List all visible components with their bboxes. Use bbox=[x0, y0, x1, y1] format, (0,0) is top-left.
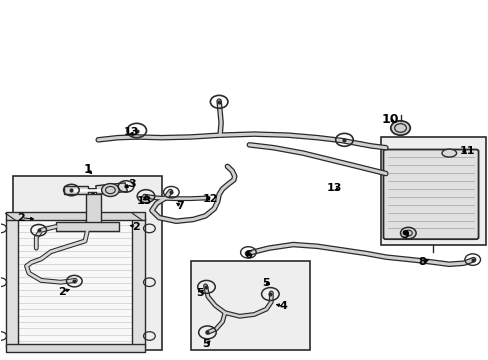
Bar bbox=[5, 218, 18, 347]
Text: 13: 13 bbox=[326, 183, 342, 193]
Text: 7: 7 bbox=[176, 201, 183, 211]
Text: 2: 2 bbox=[17, 213, 25, 222]
Ellipse shape bbox=[441, 149, 456, 157]
Bar bbox=[15, 218, 135, 347]
Circle shape bbox=[102, 184, 119, 197]
Polygon shape bbox=[56, 222, 119, 231]
Text: 13: 13 bbox=[123, 127, 139, 136]
Text: 13: 13 bbox=[137, 196, 152, 206]
Text: 5: 5 bbox=[195, 288, 203, 298]
Text: 3: 3 bbox=[128, 179, 136, 189]
Bar bbox=[380, 137, 485, 244]
Text: 8: 8 bbox=[418, 257, 426, 267]
Text: 6: 6 bbox=[244, 249, 252, 260]
Text: 2: 2 bbox=[58, 287, 66, 297]
Text: 2: 2 bbox=[132, 222, 140, 231]
Text: 1: 1 bbox=[83, 163, 92, 176]
FancyBboxPatch shape bbox=[383, 149, 478, 239]
Bar bbox=[13, 176, 161, 350]
Bar bbox=[132, 218, 144, 347]
Circle shape bbox=[400, 227, 415, 239]
Text: 11: 11 bbox=[459, 145, 475, 156]
Text: 5: 5 bbox=[202, 339, 210, 349]
Text: 12: 12 bbox=[202, 194, 218, 204]
Bar bbox=[5, 212, 144, 220]
Text: 10: 10 bbox=[381, 113, 399, 126]
Text: 4: 4 bbox=[279, 301, 287, 311]
Circle shape bbox=[390, 121, 409, 135]
Polygon shape bbox=[96, 183, 127, 194]
Bar bbox=[5, 344, 144, 352]
Polygon shape bbox=[85, 222, 98, 224]
Text: 9: 9 bbox=[401, 230, 408, 239]
Polygon shape bbox=[64, 186, 88, 194]
Text: 5: 5 bbox=[262, 278, 270, 288]
Bar bbox=[190, 261, 310, 350]
Polygon shape bbox=[86, 194, 101, 226]
